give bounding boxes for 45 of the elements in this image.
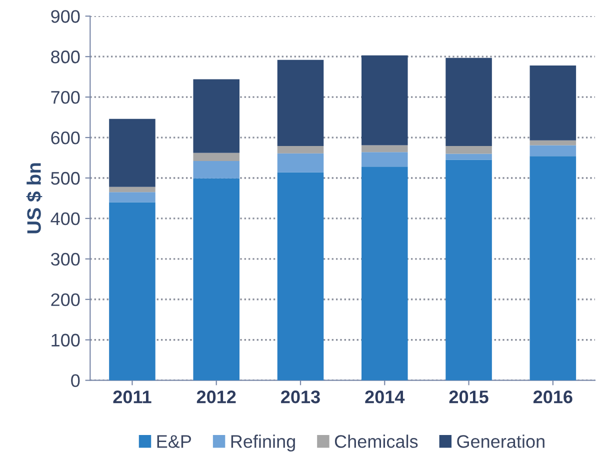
- x-tick-label: 2013: [281, 390, 320, 404]
- x-tick-label: 2014: [365, 390, 405, 404]
- bar: [530, 140, 576, 146]
- bar: [277, 146, 324, 154]
- y-tick-label: 200: [51, 293, 80, 306]
- y-tick-label: 600: [51, 131, 80, 144]
- bar: [446, 160, 492, 380]
- bar: [109, 186, 156, 192]
- x-tick-label: 2015: [449, 390, 488, 404]
- bar: [530, 156, 576, 380]
- y-axis-title: US $ bn: [26, 163, 42, 234]
- y-tick-label: 0: [71, 374, 80, 388]
- bar: [362, 152, 408, 167]
- bar: [193, 178, 240, 380]
- bar: [446, 154, 492, 160]
- y-tick-label: 700: [51, 91, 80, 104]
- x-tick-label: 2016: [533, 390, 572, 404]
- bar: [277, 153, 324, 172]
- bar: [109, 192, 156, 202]
- y-tick-label: 100: [52, 334, 80, 347]
- legend-label: Refining: [231, 434, 295, 452]
- bar: [446, 146, 492, 154]
- x-tick-label: 2012: [196, 390, 236, 404]
- bar: [193, 152, 240, 161]
- bar: [362, 55, 408, 146]
- y-tick-label: 500: [51, 172, 80, 185]
- y-tick-label: 300: [50, 252, 80, 266]
- bar: [193, 79, 240, 153]
- bar: [446, 58, 492, 146]
- legend-label: Chemicals: [334, 434, 418, 448]
- legend-label: E&P: [157, 435, 192, 448]
- y-tick-label: 400: [50, 212, 80, 226]
- bar: [277, 60, 324, 146]
- y-tick-label: 800: [51, 50, 80, 64]
- y-tick-label: 900: [51, 10, 80, 23]
- legend-label: Generation: [457, 434, 544, 448]
- bar: [109, 202, 156, 380]
- bar: [277, 172, 324, 380]
- bar: [362, 166, 408, 380]
- bar: [530, 66, 576, 140]
- bar: [530, 145, 576, 156]
- bar: [362, 145, 408, 152]
- bar: [193, 161, 240, 178]
- bar: [109, 118, 156, 187]
- x-tick-label: 2011: [113, 390, 152, 404]
